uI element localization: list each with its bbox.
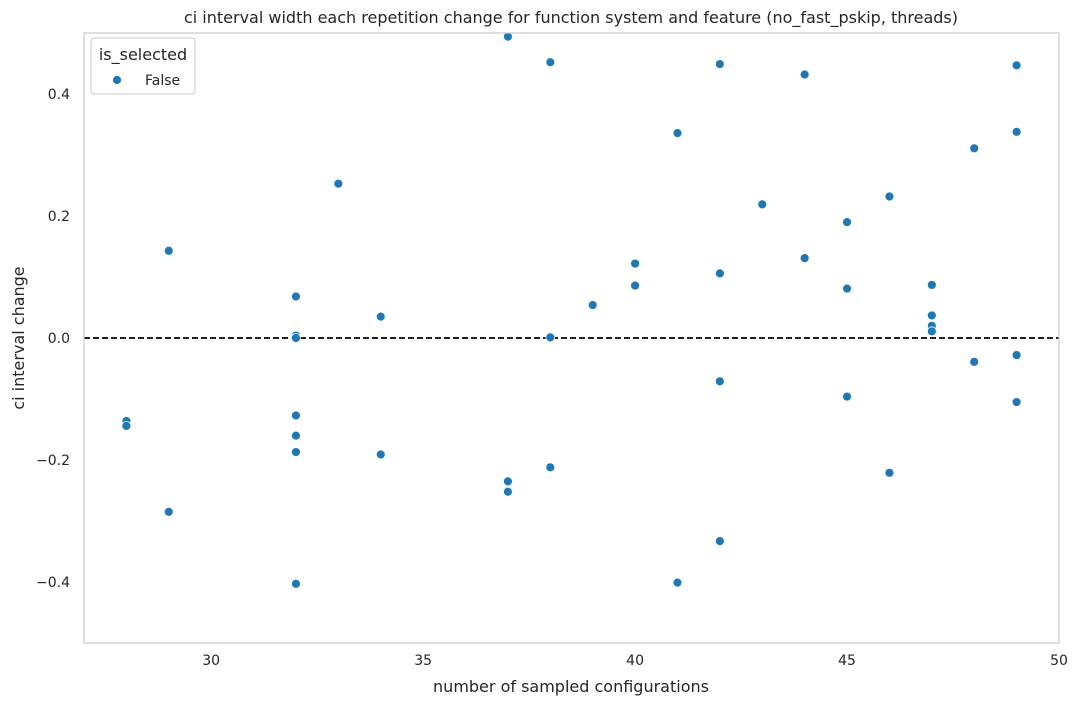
data-point bbox=[799, 69, 810, 80]
data-point bbox=[333, 178, 344, 189]
data-point bbox=[291, 578, 301, 589]
data-point bbox=[842, 217, 852, 228]
data-point bbox=[545, 462, 556, 473]
x-tick-label: 50 bbox=[1050, 653, 1068, 669]
data-point bbox=[757, 199, 768, 210]
x-tick-label: 45 bbox=[838, 653, 856, 669]
data-point bbox=[375, 449, 386, 460]
data-point bbox=[291, 430, 301, 441]
data-point bbox=[163, 506, 174, 517]
data-point bbox=[587, 300, 598, 310]
data-point bbox=[1011, 350, 1022, 360]
data-point bbox=[545, 332, 556, 343]
legend-entry-label: False bbox=[145, 73, 180, 89]
data-point bbox=[503, 476, 513, 487]
data-point bbox=[926, 310, 937, 321]
data-point bbox=[926, 280, 937, 290]
data-point bbox=[672, 577, 683, 588]
x-axis-label: number of sampled configurations bbox=[433, 677, 709, 696]
data-point bbox=[884, 191, 895, 202]
data-point bbox=[1011, 126, 1022, 137]
x-tick-label: 30 bbox=[202, 653, 220, 669]
legend-marker bbox=[112, 75, 122, 85]
data-point bbox=[1011, 397, 1022, 407]
data-point bbox=[291, 447, 301, 457]
plot-frame bbox=[83, 32, 1060, 644]
data-point bbox=[375, 311, 386, 322]
data-point bbox=[291, 410, 301, 421]
data-point bbox=[926, 326, 937, 337]
data-point bbox=[545, 57, 556, 68]
x-tick-labels: 30 35 40 45 50 bbox=[202, 653, 1068, 669]
y-tick-labels: −0.4 −0.2 0.0 0.2 0.4 bbox=[36, 87, 70, 591]
data-point bbox=[163, 245, 174, 256]
y-tick-label: −0.2 bbox=[36, 453, 70, 469]
data-point bbox=[672, 128, 683, 138]
data-point bbox=[1011, 60, 1022, 71]
data-point bbox=[969, 356, 980, 367]
data-point bbox=[630, 258, 640, 269]
legend: is_selected False bbox=[90, 37, 196, 95]
y-tick-label: 0.4 bbox=[48, 87, 70, 103]
data-point bbox=[714, 536, 725, 547]
legend-title: is_selected bbox=[99, 45, 187, 65]
y-tick-label: −0.4 bbox=[36, 575, 70, 591]
data-point bbox=[969, 143, 980, 154]
y-tick-label: 0.0 bbox=[48, 331, 70, 347]
data-point bbox=[630, 280, 640, 291]
x-tick-label: 40 bbox=[626, 653, 644, 669]
data-point bbox=[799, 253, 810, 263]
data-point bbox=[714, 376, 725, 387]
y-tick-label: 0.2 bbox=[48, 209, 70, 225]
data-point bbox=[503, 31, 513, 42]
chart-title: ci interval width each repetition change… bbox=[184, 8, 958, 28]
y-axis-label: ci interval change bbox=[9, 266, 28, 409]
data-point bbox=[884, 467, 895, 478]
points-layer bbox=[121, 31, 1022, 589]
data-point bbox=[842, 283, 852, 294]
x-tick-label: 35 bbox=[414, 653, 432, 669]
data-point bbox=[714, 268, 725, 279]
data-point bbox=[291, 291, 301, 302]
data-point bbox=[842, 391, 852, 402]
data-point bbox=[503, 486, 513, 497]
data-point bbox=[121, 420, 132, 431]
data-point bbox=[291, 333, 301, 343]
data-point bbox=[714, 59, 725, 70]
